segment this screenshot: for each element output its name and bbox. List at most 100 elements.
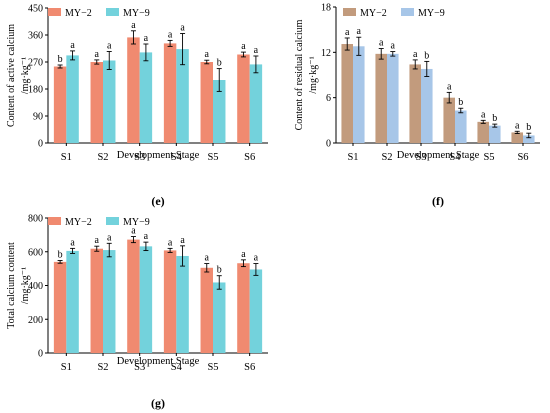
legend-swatch: [106, 8, 119, 16]
y-tick-label: 800: [28, 214, 43, 225]
significance-letter: a: [205, 253, 210, 264]
x-tick-label: S6: [517, 152, 528, 163]
legend-swatch: [106, 217, 119, 225]
bar-my2: [443, 97, 455, 143]
x-axis-title: Development Stage: [117, 150, 200, 161]
significance-letter: b: [526, 122, 531, 133]
panel-label: (f): [432, 194, 444, 208]
significance-letter: b: [58, 250, 63, 261]
bar-my9: [176, 255, 189, 353]
bar-my9: [176, 49, 189, 143]
x-tick-label: S5: [207, 362, 218, 373]
x-tick-label: S5: [207, 152, 218, 163]
panel-label: (g): [151, 396, 165, 410]
x-tick-label: S6: [244, 152, 255, 163]
bar-my2: [237, 54, 250, 143]
bar-my9: [421, 68, 433, 143]
x-axis-title: Development Stage: [397, 150, 480, 161]
x-tick-label: S3: [134, 362, 145, 373]
significance-letter: a: [391, 41, 396, 52]
x-tick-label: S4: [171, 152, 183, 163]
legend-label: MY−9: [123, 217, 150, 228]
significance-letter: a: [95, 49, 100, 60]
y-tick-label: 0: [38, 349, 43, 360]
significance-letter: b: [217, 58, 222, 69]
y-axis-unit: /mg·kg⁻¹: [308, 56, 319, 93]
legend-swatch: [48, 8, 61, 16]
y-tick-label: 600: [28, 247, 43, 258]
significance-letter: a: [447, 81, 452, 92]
significance-letter: a: [345, 27, 350, 38]
x-axis-title: Development Stage: [117, 356, 200, 367]
legend-label: MY−2: [65, 217, 92, 228]
bar-my2: [90, 248, 103, 353]
x-tick-label: S1: [347, 152, 358, 163]
x-tick-label: S6: [244, 362, 255, 373]
significance-letter: a: [168, 237, 173, 248]
bar-my9: [387, 53, 399, 143]
bar-my9: [455, 110, 467, 143]
y-tick-label: 200: [28, 315, 43, 326]
y-tick-label: 0: [326, 139, 331, 150]
significance-letter: b: [492, 113, 497, 124]
x-tick-label: S2: [381, 152, 392, 163]
significance-letter: b: [217, 265, 222, 276]
bar-my2: [200, 62, 213, 143]
bar-my2: [511, 132, 523, 143]
bar-my2: [163, 250, 177, 353]
significance-letter: a: [241, 249, 246, 260]
x-tick-label: S4: [171, 362, 183, 373]
x-tick-label: S1: [61, 362, 72, 373]
legend-label: MY−2: [65, 8, 92, 19]
x-tick-label: S3: [415, 152, 426, 163]
y-tick-label: 360: [28, 31, 43, 42]
y-axis-unit: /mg·kg⁻¹: [20, 267, 31, 304]
y-tick-label: 90: [33, 112, 43, 123]
x-tick-label: S2: [97, 362, 108, 373]
bar-my2: [127, 37, 140, 143]
y-tick-label: 180: [28, 85, 43, 96]
significance-letter: a: [131, 20, 136, 31]
bar-my2: [375, 53, 387, 143]
legend-label: MY−2: [360, 8, 387, 19]
bar-my2: [237, 263, 250, 353]
significance-letter: a: [481, 109, 486, 120]
x-tick-label: S5: [483, 152, 494, 163]
bar-my9: [213, 80, 226, 143]
significance-letter: a: [95, 235, 100, 246]
x-tick-label: S1: [61, 152, 72, 163]
bar-my2: [53, 261, 67, 353]
bar-my9: [523, 135, 535, 143]
y-axis-title: Content of active calcium: [6, 24, 17, 127]
significance-letter: a: [357, 26, 362, 37]
significance-letter: a: [241, 41, 246, 52]
y-tick-label: 270: [28, 58, 43, 69]
panel-label: (e): [151, 194, 164, 208]
bar-my9: [66, 250, 79, 353]
y-tick-label: 6: [326, 93, 331, 104]
bar-my9: [249, 64, 263, 143]
x-tick-label: S3: [134, 152, 145, 163]
legend-swatch: [401, 8, 414, 16]
bar-my9: [103, 250, 116, 353]
significance-letter: a: [413, 49, 418, 60]
bar-my2: [163, 43, 177, 143]
significance-letter: a: [70, 40, 75, 51]
bar-my9: [139, 246, 153, 353]
y-tick-label: 12: [321, 48, 331, 59]
legend-swatch: [48, 217, 61, 225]
significance-letter: a: [70, 237, 75, 248]
bar-my2: [341, 44, 353, 144]
bar-my2: [477, 121, 489, 143]
significance-letter: a: [515, 120, 520, 131]
y-axis-title: Total calcium content: [6, 242, 17, 329]
significance-letter: a: [180, 235, 185, 246]
bar-my2: [200, 267, 213, 353]
significance-letter: a: [107, 41, 112, 52]
y-tick-label: 18: [321, 3, 331, 14]
legend-label: MY−9: [418, 8, 445, 19]
significance-letter: a: [180, 23, 185, 34]
y-tick-label: 400: [28, 281, 43, 292]
